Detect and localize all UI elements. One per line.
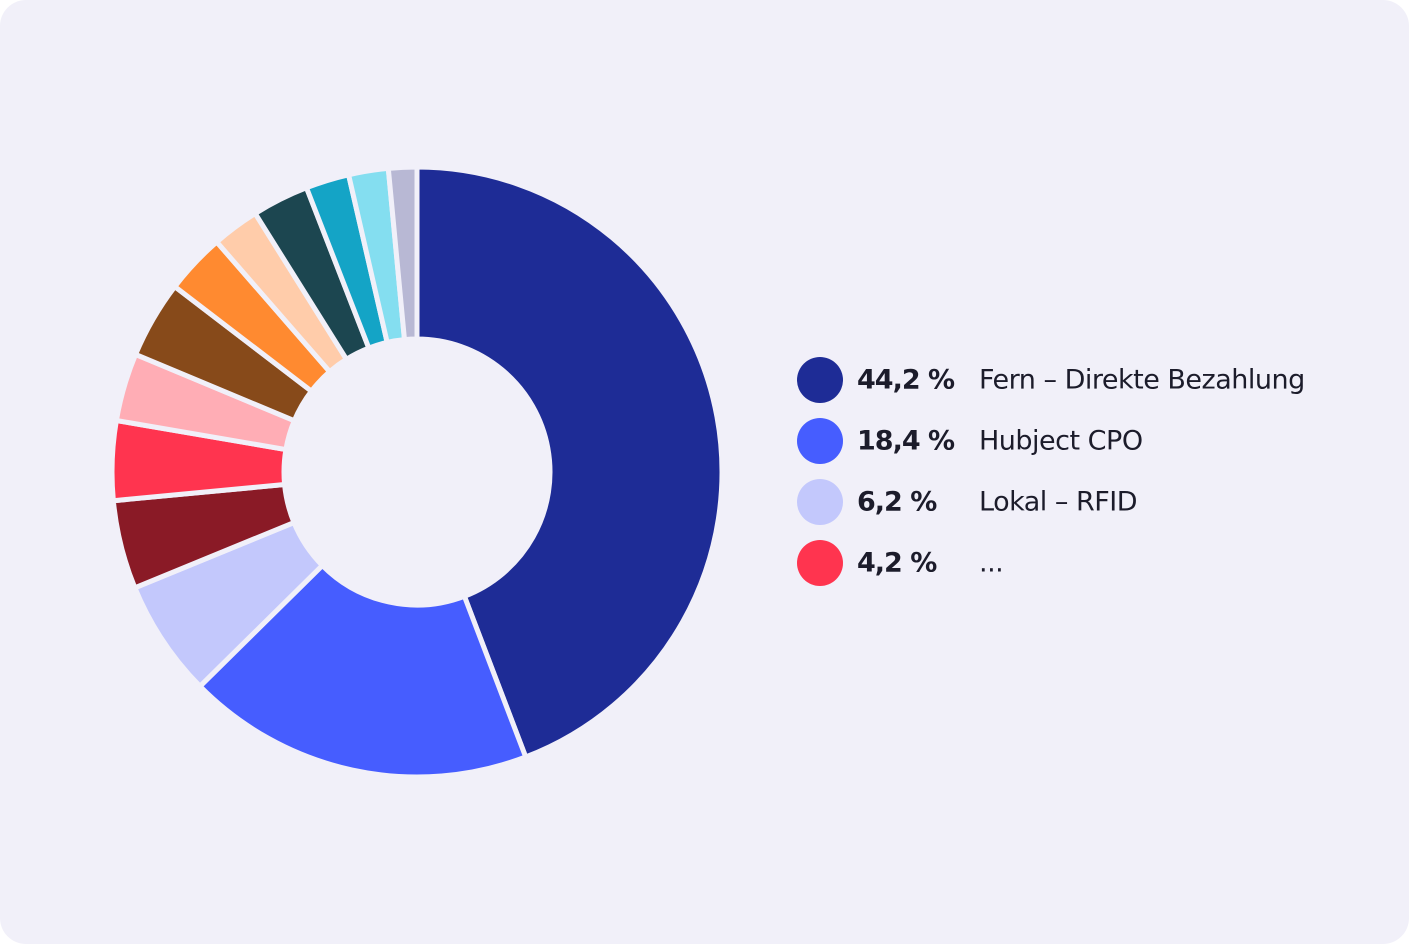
donut-segment: [197, 562, 529, 780]
legend-value: 44,2 %: [857, 365, 955, 396]
legend-value: 6,2 %: [857, 487, 937, 518]
legend-swatch: [797, 418, 843, 464]
legend-swatch: [797, 540, 843, 586]
legend-label: Lokal – RFID: [979, 487, 1137, 518]
legend: 44,2 % Fern – Direkte Bezahlung 18,4 % Hubj…: [797, 357, 1305, 586]
legend-label: Fern – Direkte Bezahlung: [979, 365, 1305, 396]
legend-swatch: [797, 479, 843, 525]
legend-label: ...: [979, 548, 1003, 579]
legend-swatch: [797, 357, 843, 403]
legend-value: 4,2 %: [857, 548, 937, 579]
donut-segment: [385, 164, 420, 343]
donut: [109, 164, 725, 780]
donut-segment: [414, 164, 725, 760]
legend-value: 18,4 %: [857, 426, 955, 457]
legend-label: Hubject CPO: [979, 426, 1143, 457]
